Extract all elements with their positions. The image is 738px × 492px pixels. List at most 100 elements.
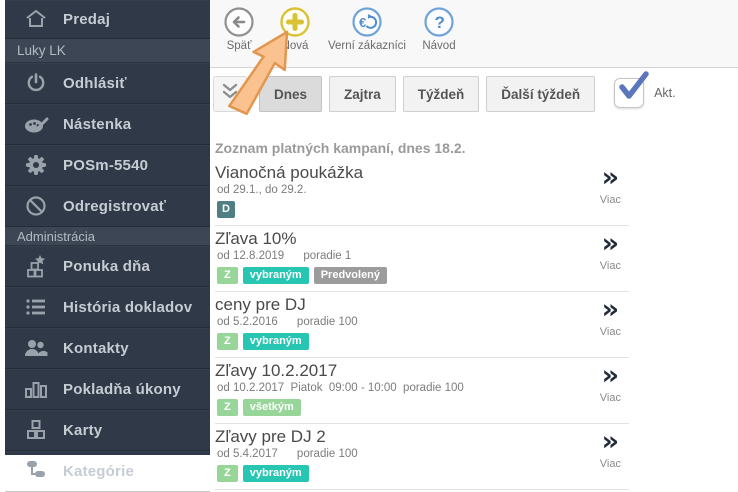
sidebar-item-karty[interactable]: Karty (5, 410, 210, 451)
filter-toolbar: Dnes Zajtra Týždeň Ďalší týždeň Akt. (210, 68, 738, 128)
sidebar-item-label: Predaj (63, 10, 111, 28)
chart-icon (23, 377, 49, 401)
guide-button[interactable]: ? Návod (416, 6, 462, 52)
sidebar-item-label: Karty (63, 421, 103, 439)
filter-button-today[interactable]: Dnes (259, 76, 323, 112)
campaign-details: od 29.1., do 29.2. (217, 184, 307, 196)
campaign-badges: D (217, 201, 629, 218)
sidebar-item-label: Odhlásiť (63, 74, 127, 92)
campaign-title: Vianočná poukážka (215, 163, 364, 182)
campaign-title: Zľava 10% (215, 229, 297, 248)
sidebar-item-historia-dokladov[interactable]: História dokladov (5, 287, 210, 328)
slash-icon (23, 194, 49, 218)
campaign-title: ceny pre DJ (215, 295, 306, 314)
double-chevron-right-icon: » (601, 294, 620, 325)
more-button[interactable]: » Viac (600, 428, 621, 470)
sidebar-item-kategorie[interactable]: Kategórie (5, 451, 210, 492)
toolbar-button-label: Verní zákazníci (328, 40, 406, 52)
sidebar-section-administracia: Administrácia (5, 227, 210, 246)
sidebar-item-label: Pokladňa úkony (63, 380, 181, 398)
more-button[interactable]: » Viac (599, 294, 621, 338)
campaign-row: Zľavy 10.2.2017 od 10.2.2017 Piatok 09:00… (215, 358, 629, 424)
svg-text:€: € (359, 15, 366, 30)
plus-icon (279, 6, 311, 38)
campaign-list: Vianočná poukážka od 29.1., do 29.2. D» Via… (215, 160, 738, 490)
active-checkbox[interactable] (614, 71, 649, 108)
active-checkbox-label: Akt. (654, 86, 676, 100)
back-button[interactable]: Späť (216, 6, 262, 52)
more-label: Viac (599, 194, 621, 206)
campaign-badge: Z (217, 399, 238, 416)
people-icon (23, 336, 49, 360)
filter-button-next-week[interactable]: Ďalší týždeň (486, 76, 596, 112)
gear-icon (23, 153, 49, 177)
sidebar-item-ponuka-dna[interactable]: Ponuka dňa (5, 246, 210, 287)
double-chevron-right-icon: » (601, 228, 620, 259)
euro-icon: € (351, 6, 383, 38)
more-button[interactable]: » Viac (599, 362, 621, 404)
sidebar-item-label: História dokladov (63, 298, 193, 316)
sidebar-item-label: Kategórie (63, 462, 134, 480)
chevron-double-down-icon (219, 82, 241, 107)
sidebar-item-label: Nástenka (63, 115, 132, 133)
sidebar-item-kontakty[interactable]: Kontakty (5, 328, 210, 369)
toolbar-button-label: Nová (281, 40, 309, 52)
back-icon (223, 6, 255, 38)
offer-icon (23, 254, 49, 278)
sidebar-item-label: POSm-5540 (63, 156, 149, 174)
list-heading: Zoznam platných kampaní, dnes 18.2. (215, 140, 466, 156)
new-button[interactable]: Nová (272, 6, 318, 52)
main-panel: Späť Nová € Verní zákazníci? Návod Dnes Zajtr… (210, 0, 738, 490)
sidebar-item-odhlasit[interactable]: Odhlásiť (5, 63, 210, 104)
campaign-details: od 10.2.2017 Piatok 09:00 - 10:00 poradi… (217, 382, 464, 394)
question-icon: ? (423, 6, 455, 38)
filter-buttons: Dnes Zajtra Týždeň Ďalší týždeň (259, 76, 602, 112)
power-icon (23, 71, 49, 95)
more-label: Viac (599, 326, 621, 338)
campaign-details: od 12.8.2019 poradie 1 (217, 250, 352, 262)
campaign-badge: vybraným (242, 465, 309, 482)
top-toolbar: Späť Nová € Verní zákazníci? Návod (210, 0, 738, 68)
filter-button-week[interactable]: Týždeň (402, 76, 480, 112)
svg-text:?: ? (434, 13, 444, 32)
home-icon (23, 7, 49, 31)
list-icon (23, 295, 49, 319)
campaign-badge: všetkým (242, 399, 301, 416)
sidebar-item-pokladna-ukony[interactable]: Pokladňa úkony (5, 369, 210, 410)
more-button[interactable]: » Viac (600, 228, 621, 272)
sidebar-item-label: Kontakty (63, 339, 129, 357)
filter-button-tomorrow[interactable]: Zajtra (329, 76, 396, 112)
more-label: Viac (599, 392, 621, 404)
campaign-title: Zľavy pre DJ 2 (215, 427, 326, 446)
categories-icon (23, 459, 49, 483)
toolbar-button-label: Späť (226, 40, 252, 52)
campaign-details: od 5.2.2016 poradie 100 (217, 316, 358, 328)
check-icon (619, 71, 649, 99)
sidebar-section-luky-lk: Luky LK (5, 39, 210, 63)
sidebar-item-predaj[interactable]: Predaj (5, 0, 210, 39)
more-button[interactable]: » Viac (599, 164, 621, 206)
cards-icon (23, 418, 49, 442)
campaign-list-panel: Zoznam platných kampaní, dnes 18.2. Vian… (210, 140, 738, 490)
sidebar-item-nastenka[interactable]: Nástenka (5, 104, 210, 145)
campaign-badge: Z (217, 333, 238, 350)
sidebar-section-label: Administrácia (17, 228, 96, 244)
campaign-title: Zľavy 10.2.2017 (215, 361, 338, 380)
campaign-badge: D (217, 201, 235, 218)
campaign-row: Vianočná poukážka od 29.1., do 29.2. D » Via… (215, 160, 629, 226)
sidebar-item-posm-5540[interactable]: POSm-5540 (5, 145, 210, 186)
toolbar-button-label: Návod (422, 40, 456, 52)
expand-filters-button[interactable] (213, 76, 247, 112)
loyal-customers-button[interactable]: € Verní zákazníci (328, 6, 406, 52)
sidebar-item-odregistrovat[interactable]: Odregistrovať (5, 186, 210, 227)
sidebar-section-label: Luky LK (17, 43, 66, 58)
campaign-badge: Predvolený (313, 267, 388, 284)
sidebar-item-label: Ponuka dňa (63, 257, 151, 275)
